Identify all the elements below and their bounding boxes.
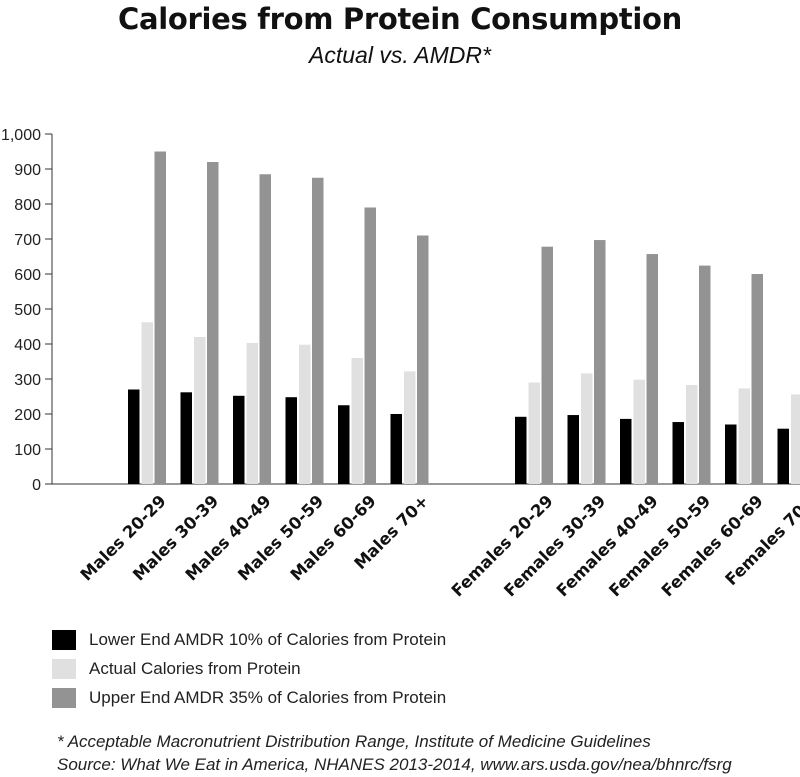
bar-lower-amdr bbox=[285, 397, 297, 484]
bar-actual bbox=[738, 388, 750, 484]
legend-swatch-actual bbox=[52, 659, 76, 679]
legend-item-lower: Lower End AMDR 10% of Calories from Prot… bbox=[52, 630, 446, 650]
y-tick-label: 300 bbox=[14, 372, 41, 389]
footnote-source: Source: What We Eat in America, NHANES 2… bbox=[57, 755, 732, 774]
legend-swatch-upper bbox=[52, 688, 76, 708]
y-tick-label: 1,000 bbox=[1, 127, 41, 144]
legend-label-lower: Lower End AMDR 10% of Calories from Prot… bbox=[89, 630, 447, 649]
y-tick-label: 200 bbox=[14, 407, 41, 424]
bar-actual bbox=[141, 322, 153, 484]
chart-subtitle: Actual vs. AMDR* bbox=[309, 42, 491, 68]
legend-label-upper: Upper End AMDR 35% of Calories from Prot… bbox=[89, 688, 447, 707]
bar-lower-amdr bbox=[567, 415, 579, 484]
footnote-amdr: * Acceptable Macronutrient Distribution … bbox=[57, 732, 651, 751]
bar-actual bbox=[581, 373, 593, 484]
bar-lower-amdr bbox=[515, 416, 527, 484]
bar-actual bbox=[633, 379, 645, 484]
bar-upper-amdr bbox=[699, 265, 711, 484]
y-tick-label: 700 bbox=[14, 232, 41, 249]
bar-lower-amdr bbox=[620, 418, 632, 484]
bar-lower-amdr bbox=[390, 414, 402, 484]
bar-actual bbox=[246, 342, 258, 484]
y-tick-label: 800 bbox=[14, 197, 41, 214]
legend-swatch-lower bbox=[52, 630, 76, 650]
y-tick-label: 900 bbox=[14, 162, 41, 179]
bar-lower-amdr bbox=[180, 392, 192, 484]
bar-actual bbox=[404, 371, 416, 484]
bar-lower-amdr bbox=[725, 424, 737, 484]
bar-upper-amdr bbox=[364, 207, 376, 484]
bar-lower-amdr bbox=[777, 428, 789, 484]
legend: Lower End AMDR 10% of Calories from Prot… bbox=[52, 630, 446, 717]
legend-item-upper: Upper End AMDR 35% of Calories from Prot… bbox=[52, 688, 446, 708]
bar-lower-amdr bbox=[233, 395, 245, 484]
bar-actual bbox=[791, 394, 800, 484]
bar-lower-amdr bbox=[128, 389, 140, 484]
bar-upper-amdr bbox=[751, 274, 763, 484]
bar-upper-amdr bbox=[259, 174, 271, 484]
bar-lower-amdr bbox=[338, 405, 350, 484]
chart-title: Calories from Protein Consumption bbox=[117, 2, 683, 36]
bar-lower-amdr bbox=[672, 422, 684, 484]
y-tick-label: 0 bbox=[32, 477, 41, 494]
bar-actual bbox=[528, 382, 540, 484]
bar-actual bbox=[351, 358, 363, 484]
y-tick-label: 400 bbox=[14, 337, 41, 354]
legend-label-actual: Actual Calories from Protein bbox=[89, 659, 301, 678]
bar-actual bbox=[194, 337, 206, 484]
y-tick-label: 100 bbox=[14, 442, 41, 459]
bar-upper-amdr bbox=[646, 254, 658, 484]
bar-upper-amdr bbox=[207, 162, 219, 484]
bar-upper-amdr bbox=[541, 246, 553, 484]
bar-upper-amdr bbox=[154, 151, 166, 484]
bar-upper-amdr bbox=[312, 177, 324, 484]
bar-actual bbox=[299, 344, 311, 484]
y-tick-label: 600 bbox=[14, 267, 41, 284]
bar-actual bbox=[686, 384, 698, 484]
bar-upper-amdr bbox=[417, 235, 429, 484]
legend-item-actual: Actual Calories from Protein bbox=[52, 659, 446, 679]
y-tick-label: 500 bbox=[14, 302, 41, 319]
bar-upper-amdr bbox=[594, 240, 606, 484]
